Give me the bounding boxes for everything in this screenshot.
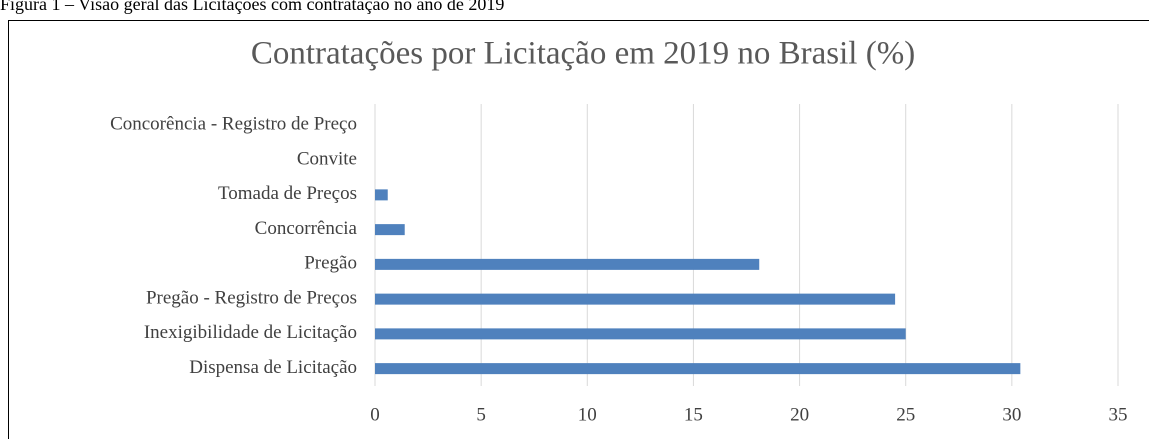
chart-title: Contratações por Licitação em 2019 no Br…	[251, 36, 915, 72]
y-tick-label: Convite	[297, 148, 357, 169]
bar	[375, 224, 405, 236]
x-tick-label: 35	[1109, 404, 1128, 425]
y-tick-label: Inexigibilidade de Licitação	[144, 322, 357, 343]
x-tick-label: 10	[578, 404, 597, 425]
x-tick-label: 20	[790, 404, 809, 425]
y-tick-label: Dispensa de Licitação	[189, 357, 357, 378]
bar	[375, 328, 906, 340]
y-tick-label: Pregão	[304, 253, 357, 274]
y-tick-label: Tomada de Preços	[218, 183, 357, 204]
bar	[375, 363, 1021, 375]
x-tick-label: 25	[896, 404, 915, 425]
x-tick-label: 15	[684, 404, 703, 425]
chart-border	[8, 20, 1149, 439]
bar	[375, 189, 388, 201]
x-tick-label: 5	[476, 404, 486, 425]
y-tick-label: Concorência - Registro de Preço	[110, 114, 357, 135]
bar	[375, 293, 896, 305]
x-tick-label: 0	[370, 404, 380, 425]
bar	[375, 258, 760, 270]
figure-caption: Figura 1 – Visão geral das Licitações co…	[0, 0, 504, 14]
y-tick-label: Pregão - Registro de Preços	[146, 287, 357, 308]
x-tick-label: 30	[1002, 404, 1021, 425]
y-tick-label: Concorrência	[255, 218, 358, 239]
